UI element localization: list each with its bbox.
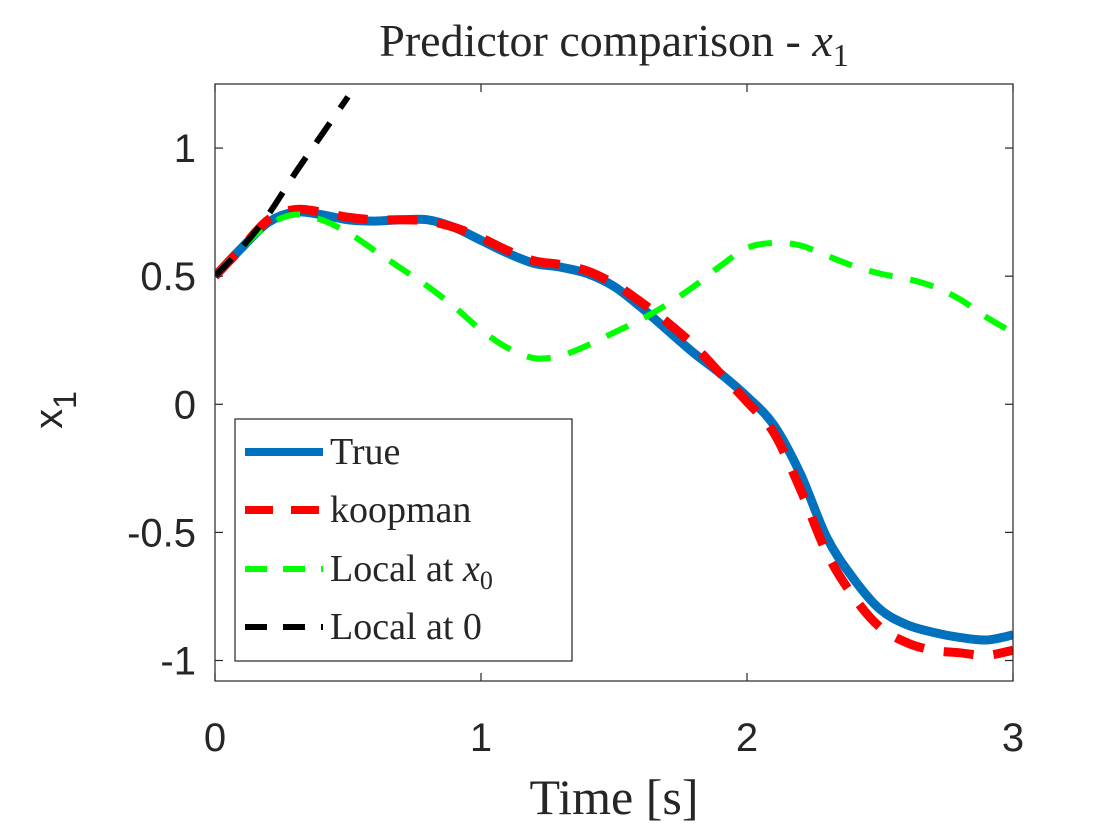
legend: True koopman Local at x0 Local at 0 bbox=[234, 418, 573, 662]
y-axis-label-base: x bbox=[27, 409, 71, 429]
x-tick-label: 1 bbox=[470, 716, 492, 760]
chart-title-prefix: Predictor comparison - bbox=[379, 15, 812, 66]
x-tick-label: 0 bbox=[204, 716, 226, 760]
y-tick-label: 1 bbox=[174, 127, 196, 171]
chart-title-sub: 1 bbox=[833, 37, 849, 73]
legend-label-local-x0: Local at x0 bbox=[330, 548, 493, 595]
y-axis-label: x1 bbox=[27, 391, 83, 429]
x-tick-label: 2 bbox=[736, 716, 758, 760]
chart-title: Predictor comparison - x1 bbox=[379, 15, 848, 73]
legend-label-local-x0-sub: 0 bbox=[480, 566, 493, 595]
y-tick-label: -0.5 bbox=[127, 511, 196, 555]
chart-title-var: x bbox=[811, 15, 833, 66]
legend-label-koopman: koopman bbox=[330, 489, 471, 531]
tick-layer: 0 1 2 3 1 0.5 0 -0.5 -1 bbox=[127, 84, 1024, 760]
legend-label-local-x0-prefix: Local at bbox=[330, 548, 463, 590]
legend-label-local-0: Local at 0 bbox=[330, 606, 482, 648]
axes-box bbox=[214, 83, 1014, 682]
y-tick-label: -1 bbox=[160, 640, 196, 684]
series-koopman-line bbox=[215, 204, 1013, 660]
series-local-x0-line bbox=[215, 211, 1013, 362]
y-tick-label: 0.5 bbox=[140, 255, 196, 299]
y-tick-label: 0 bbox=[174, 383, 196, 427]
x-tick-label: 3 bbox=[1002, 716, 1024, 760]
legend-label-true: True bbox=[330, 431, 400, 473]
x-axis-label: Time [s] bbox=[529, 769, 698, 825]
series-layer bbox=[215, 95, 1013, 660]
legend-label-local-x0-var: x bbox=[462, 548, 480, 590]
legend-box bbox=[234, 418, 573, 662]
series-local-0-line bbox=[215, 95, 351, 279]
y-axis-label-sub: 1 bbox=[47, 391, 83, 409]
